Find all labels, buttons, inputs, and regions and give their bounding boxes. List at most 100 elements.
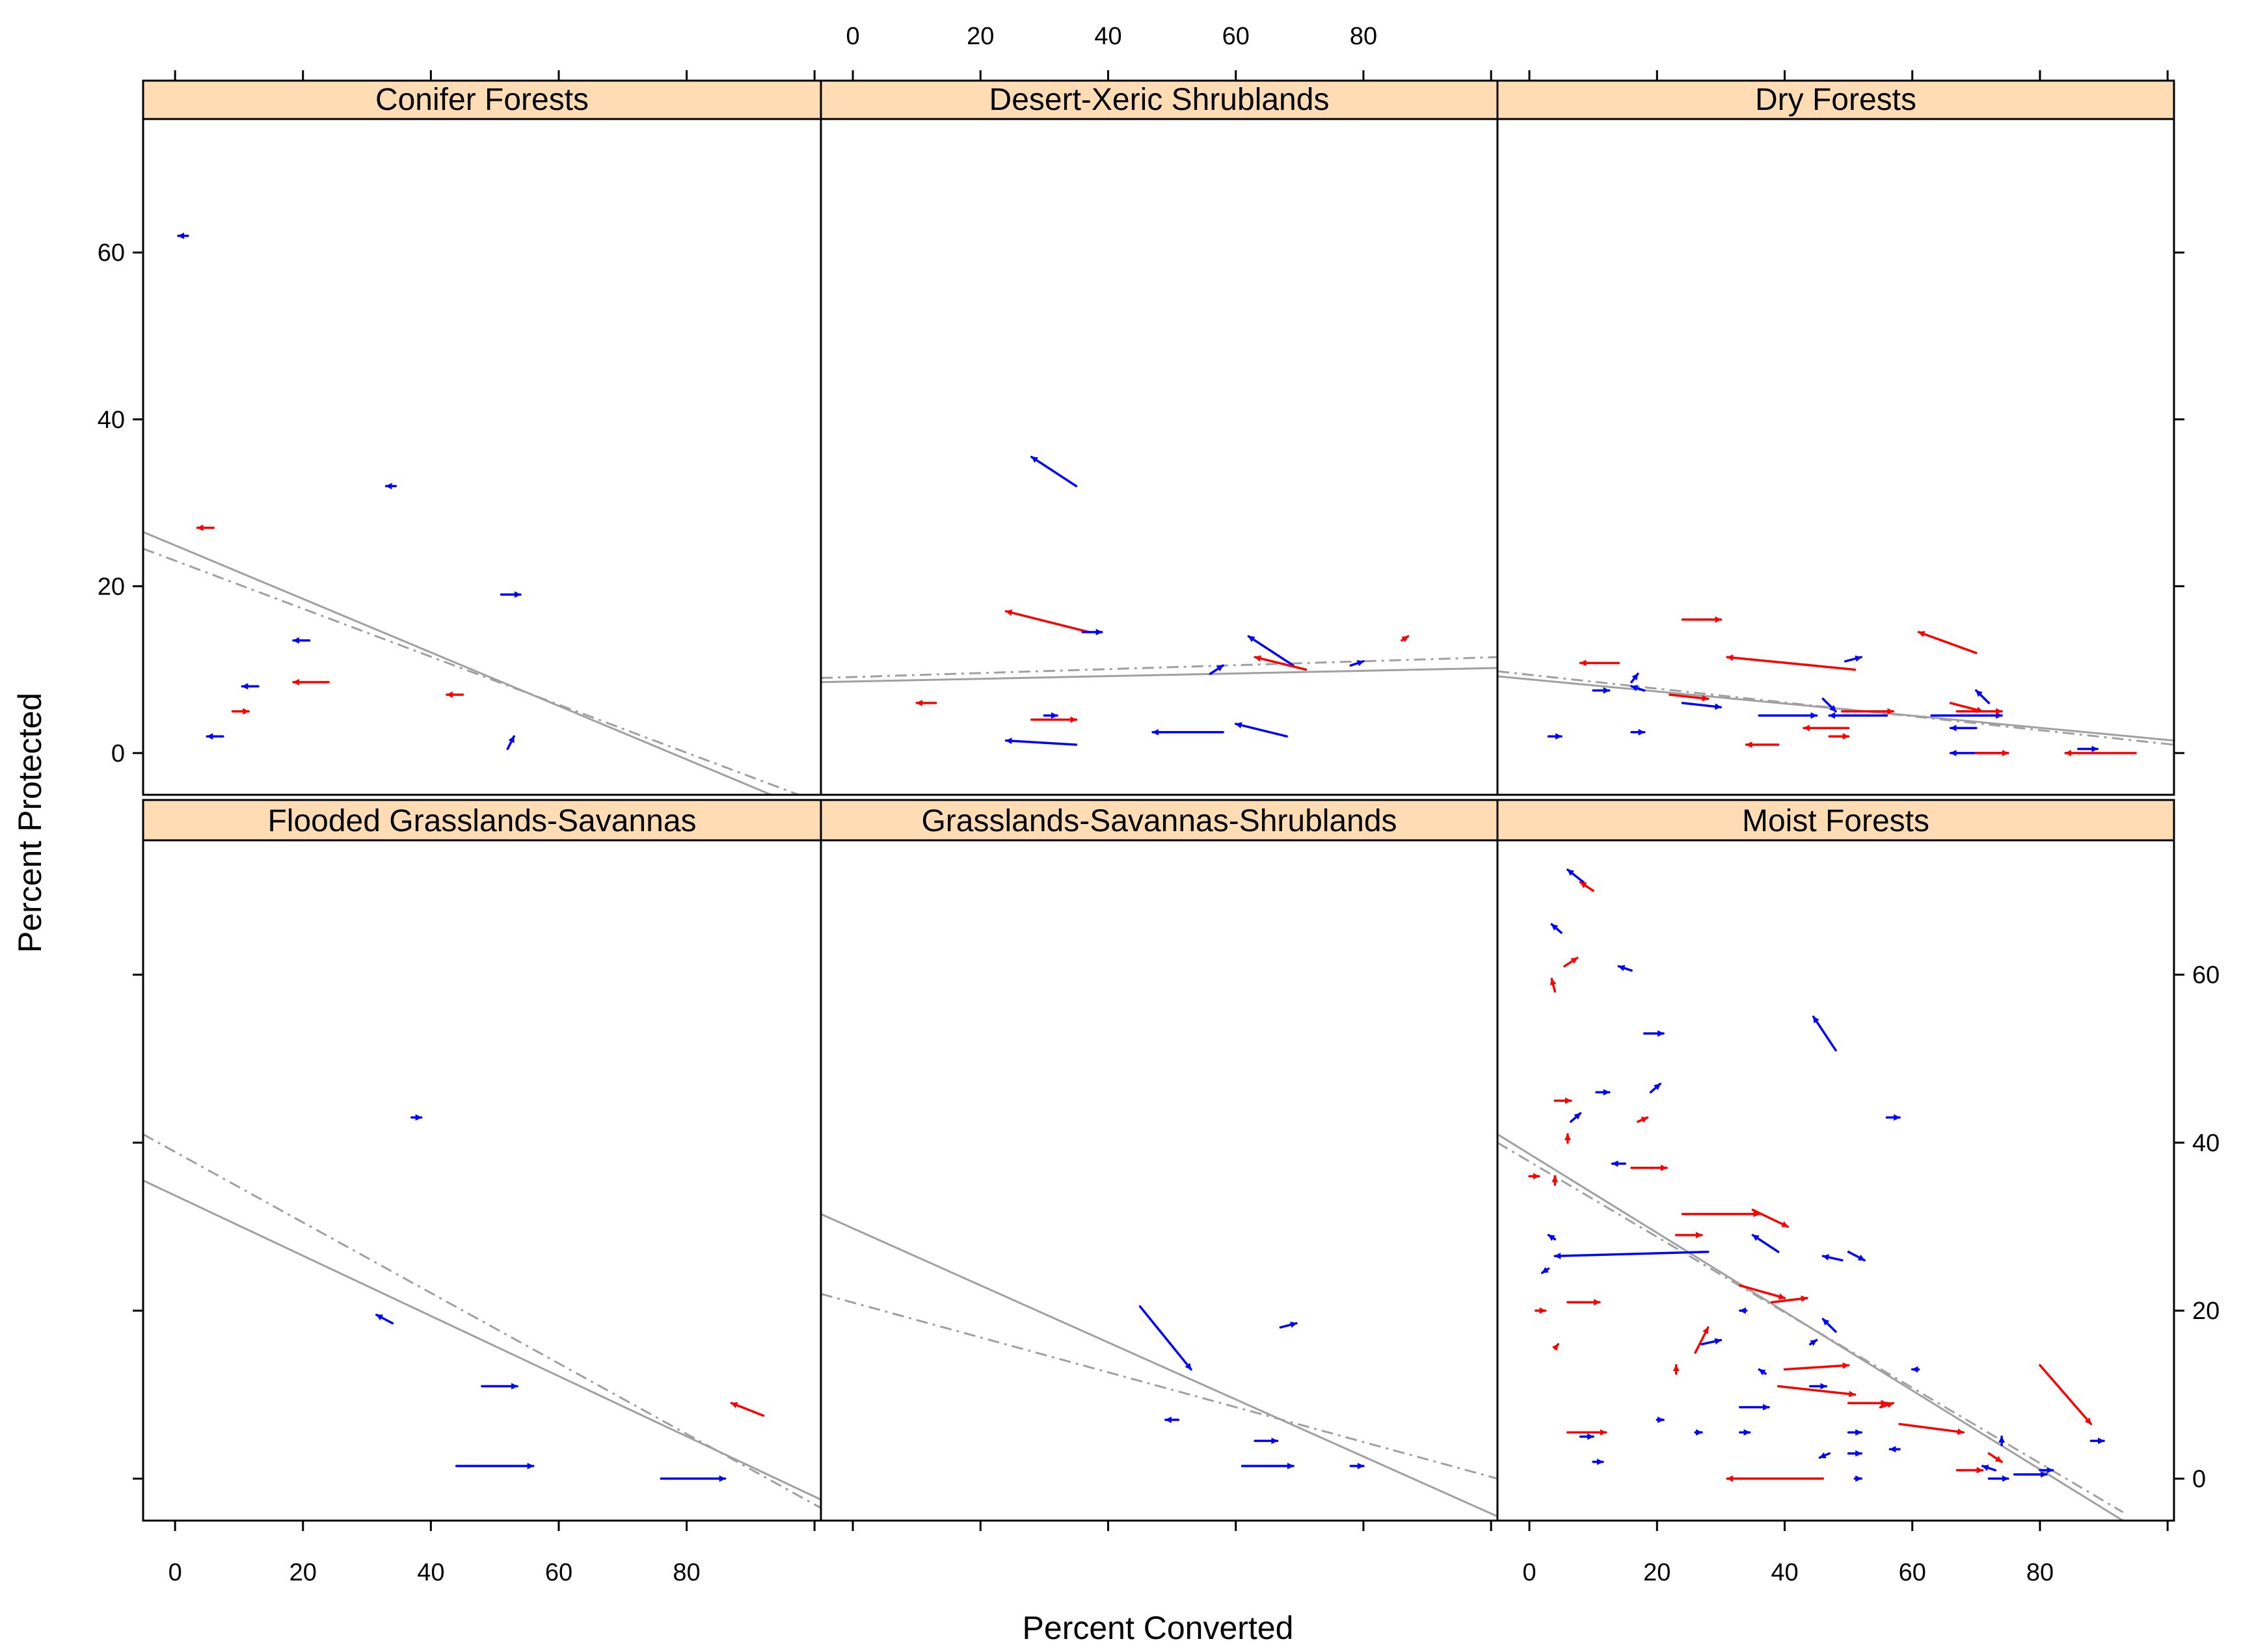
- panel-border: [142, 118, 822, 796]
- panel-2: Dry Forests: [1496, 79, 2175, 796]
- fit-line-dashed: [143, 548, 802, 795]
- red-arrow: [1637, 1116, 1649, 1123]
- blue-arrow: [1540, 1266, 1550, 1274]
- y-tick-label: 60: [2192, 962, 2220, 989]
- panel-plot-area: [821, 455, 1497, 746]
- blue-arrow: [1681, 702, 1723, 710]
- blue-arrow: [1630, 673, 1639, 684]
- panel-title: Conifer Forests: [375, 83, 589, 117]
- y-tick-label: 60: [98, 239, 125, 267]
- panel-plot-area: [821, 1213, 1497, 1517]
- blue-arrow: [1751, 1234, 1780, 1253]
- red-arrow: [1879, 1402, 1895, 1409]
- panel-1: Desert-Xeric Shrublands: [820, 79, 1499, 796]
- y-tick-label: 20: [98, 573, 125, 600]
- red-arrow: [1254, 655, 1308, 671]
- blue-arrow: [1279, 1321, 1298, 1329]
- x-tick-label: 20: [289, 1559, 317, 1586]
- panel-3: Flooded Grasslands-Savannas: [142, 799, 822, 1522]
- panel-border: [142, 839, 822, 1522]
- blue-arrow: [1821, 1318, 1837, 1333]
- red-arrow: [1987, 1452, 2003, 1463]
- blue-arrow: [1844, 655, 1862, 663]
- blue-arrow: [1981, 1465, 1997, 1472]
- panel-border: [820, 118, 1499, 796]
- fit-line-solid: [143, 1179, 821, 1501]
- fit-line-dashed: [821, 656, 1497, 679]
- blue-arrow: [1349, 659, 1365, 667]
- fit-line-solid: [143, 531, 774, 795]
- x-tick-label: 80: [2026, 1559, 2054, 1586]
- fit-line-solid: [821, 1213, 1497, 1517]
- blue-arrow: [1209, 664, 1224, 675]
- panel-plot-area: [1497, 616, 2174, 756]
- panel-title: Flooded Grasslands-Savannas: [267, 804, 696, 838]
- red-arrow: [1949, 702, 1984, 713]
- blue-arrow: [1553, 1251, 1710, 1259]
- x-tick-label: 0: [1522, 1559, 1536, 1586]
- blue-arrow: [1547, 1234, 1557, 1242]
- blue-arrow: [1649, 1082, 1661, 1094]
- red-arrow: [1669, 693, 1710, 702]
- x-tick-label: 40: [1094, 23, 1121, 50]
- blue-arrow: [1138, 1305, 1192, 1371]
- x-tick-label: 60: [1222, 23, 1250, 50]
- blue-arrow: [1812, 1015, 1837, 1052]
- panel-plot-area: [143, 1114, 821, 1509]
- red-arrow: [2039, 1364, 2093, 1426]
- panel-border: [1496, 118, 2175, 796]
- blue-arrow: [1818, 1452, 1831, 1459]
- red-arrow: [1751, 1208, 1790, 1228]
- panel-strip: [820, 799, 1499, 842]
- fit-line-solid: [821, 667, 1497, 684]
- red-arrow: [1739, 1284, 1786, 1300]
- blue-arrow: [506, 735, 515, 751]
- y-tick-label: 0: [2192, 1465, 2206, 1493]
- blue-arrow: [1847, 1251, 1866, 1262]
- x-tick-label: 40: [417, 1559, 444, 1586]
- x-tick-label: 60: [545, 1559, 572, 1586]
- panel-0: Conifer Forests: [142, 79, 822, 796]
- red-arrow: [1579, 881, 1594, 892]
- x-axis-title: Percent Converted: [1023, 1610, 1294, 1646]
- blue-arrow: [1630, 685, 1646, 692]
- x-tick-label: 0: [168, 1559, 182, 1586]
- x-tick-label: 60: [1899, 1559, 1926, 1586]
- blue-arrow: [1975, 689, 1991, 704]
- fit-line-dashed: [143, 1133, 821, 1509]
- x-tick-label: 40: [1771, 1559, 1798, 1586]
- blue-arrow: [1809, 1339, 1818, 1346]
- panel-title: Grasslands-Savannas-Shrublands: [921, 804, 1397, 838]
- y-tick-label: 40: [2192, 1130, 2220, 1157]
- x-tick-label: 0: [846, 23, 859, 50]
- panel-5: Moist Forests: [1496, 799, 2175, 1522]
- blue-arrow: [1566, 868, 1585, 884]
- fit-line-dashed: [821, 1292, 1497, 1480]
- panel-title: Dry Forests: [1755, 83, 1916, 117]
- red-arrow: [1726, 654, 1857, 671]
- red-arrow: [1917, 631, 1978, 654]
- blue-arrow: [1758, 1368, 1767, 1376]
- blue-arrow: [1570, 1112, 1582, 1123]
- blue-arrow: [1617, 965, 1633, 972]
- blue-arrow: [1821, 697, 1837, 713]
- red-arrow: [1771, 1295, 1808, 1303]
- x-tick-label: 80: [1350, 23, 1377, 50]
- axes-layer: 0 20 40 60 80 0 20 40 60 80 0 20 40 60 80 0 20 40 60 0 20 40 6…: [98, 23, 2220, 1586]
- red-arrow: [1898, 1422, 1965, 1435]
- blue-arrow: [1030, 455, 1078, 488]
- panel-strip: [142, 799, 822, 842]
- blue-arrow: [1004, 738, 1078, 746]
- y-tick-label: 0: [111, 740, 125, 767]
- panel-plot-area: [143, 232, 802, 795]
- panel-strip: [820, 79, 1499, 120]
- fit-line-dashed: [1497, 670, 2174, 746]
- panel-plot-area: [1497, 868, 2124, 1521]
- panel-strip: [1496, 79, 2175, 120]
- y-tick-label: 40: [98, 406, 125, 434]
- red-arrow: [1694, 1326, 1710, 1354]
- red-arrow: [1551, 1343, 1559, 1352]
- red-arrow: [1004, 609, 1090, 633]
- x-tick-label: 80: [673, 1559, 700, 1586]
